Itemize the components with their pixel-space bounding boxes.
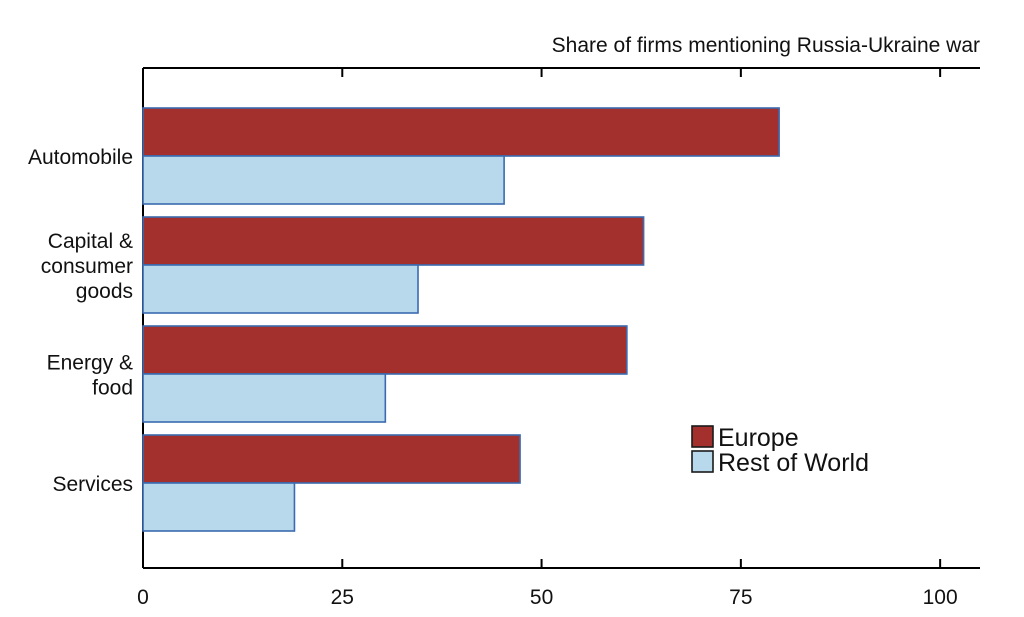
x-tick-label: 25 (331, 586, 354, 609)
x-tick-label: 100 (923, 586, 958, 609)
legend-label-0: Europe (718, 424, 799, 452)
category-label: Energy & (47, 352, 133, 375)
x-tick-label: 75 (729, 586, 752, 609)
bar-europe-2 (142, 325, 628, 375)
legend-label-1: Rest of World (718, 449, 869, 477)
category-label: Services (52, 473, 133, 496)
x-tick-label: 50 (530, 586, 553, 609)
category-label: consumer (41, 255, 133, 278)
bar-europe-3 (142, 434, 521, 484)
bar-rest-of-world-1 (142, 264, 419, 314)
category-label: goods (76, 280, 133, 303)
chart-title: Share of firms mentioning Russia-Ukraine… (552, 34, 980, 57)
bar-europe-1 (142, 216, 645, 266)
bar-rest-of-world-0 (142, 155, 505, 205)
category-label: Capital & (48, 230, 133, 253)
x-tick-label: 0 (137, 586, 149, 609)
legend-swatch-0 (691, 425, 714, 448)
category-label: Automobile (28, 146, 133, 169)
bar-europe-0 (142, 107, 780, 157)
bar-rest-of-world-2 (142, 373, 387, 423)
bar-rest-of-world-3 (142, 482, 296, 532)
legend-swatch-1 (691, 450, 714, 473)
x-axis-ticks: 0 25 50 75 100 (137, 68, 958, 609)
bars-group (142, 107, 780, 532)
category-label: food (92, 377, 133, 400)
